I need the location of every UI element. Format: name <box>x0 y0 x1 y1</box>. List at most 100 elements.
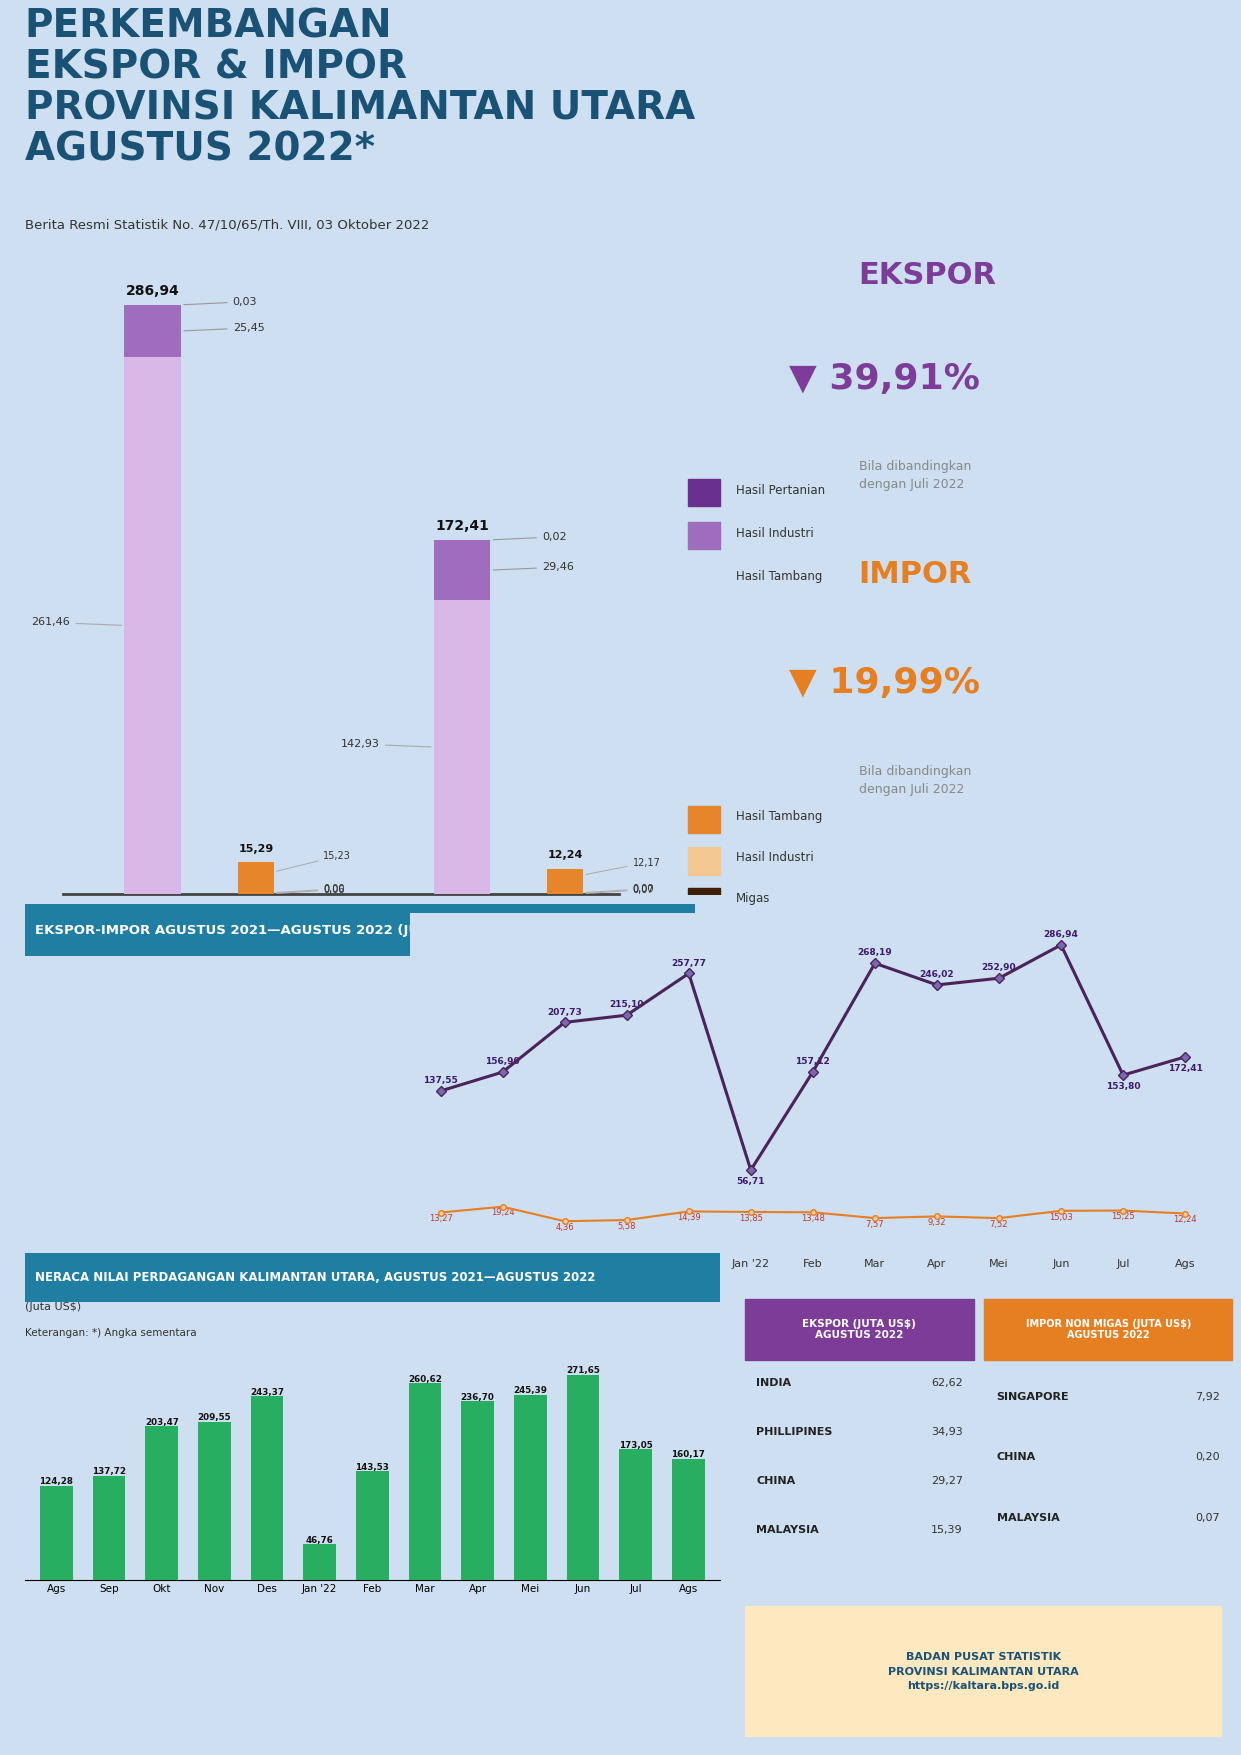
Text: 0,07: 0,07 <box>586 885 654 895</box>
Text: 207,73: 207,73 <box>547 1007 582 1016</box>
Text: Hasil Pertanian: Hasil Pertanian <box>736 484 825 497</box>
Text: NERACA NILAI PERDAGANGAN KALIMANTAN UTARA, AGUSTUS 2021—AGUSTUS 2022: NERACA NILAI PERDAGANGAN KALIMANTAN UTAR… <box>35 1271 596 1285</box>
Text: BADAN PUSAT STATISTIK
PROVINSI KALIMANTAN UTARA
https://kaltara.bps.go.id: BADAN PUSAT STATISTIK PROVINSI KALIMANTA… <box>889 1651 1078 1692</box>
Text: 124,28: 124,28 <box>40 1478 73 1486</box>
Text: 157,12: 157,12 <box>795 1057 830 1065</box>
Text: 14,39: 14,39 <box>676 1213 701 1221</box>
Text: 286,94: 286,94 <box>1044 930 1078 939</box>
Text: 215,10: 215,10 <box>609 1000 644 1009</box>
Text: 56,71: 56,71 <box>737 1178 764 1186</box>
Text: ▼ 39,91%: ▼ 39,91% <box>789 362 980 397</box>
Text: 137,55: 137,55 <box>423 1076 458 1085</box>
Text: Bila dibandingkan
dengan Juli 2022: Bila dibandingkan dengan Juli 2022 <box>859 460 970 491</box>
Bar <box>671 1458 705 1580</box>
Text: 7,92: 7,92 <box>1195 1392 1220 1402</box>
Text: PHILLIPINES: PHILLIPINES <box>756 1427 833 1437</box>
Text: 15,29: 15,29 <box>238 844 273 855</box>
Text: 12,17: 12,17 <box>586 858 660 874</box>
Text: 7,52: 7,52 <box>990 1220 1008 1228</box>
Text: Hasil Industri: Hasil Industri <box>736 851 814 863</box>
Text: 172,41: 172,41 <box>436 519 489 532</box>
Text: SINGAPORE: SINGAPORE <box>997 1392 1070 1402</box>
Text: 153,80: 153,80 <box>1106 1081 1140 1092</box>
Text: 203,47: 203,47 <box>145 1418 179 1427</box>
Text: 261,46: 261,46 <box>31 618 122 628</box>
Text: 15,39: 15,39 <box>931 1525 963 1536</box>
Text: Keterangan: *) Angka sementara: Keterangan: *) Angka sementara <box>25 1329 196 1337</box>
Text: 260,62: 260,62 <box>408 1374 442 1383</box>
Text: 19,24: 19,24 <box>490 1209 515 1218</box>
Text: Hasil Tambang: Hasil Tambang <box>736 570 823 583</box>
Text: 34,93: 34,93 <box>931 1427 963 1437</box>
Text: 0,00: 0,00 <box>277 885 345 893</box>
Text: 252,90: 252,90 <box>982 963 1016 972</box>
Bar <box>356 1471 388 1580</box>
Text: MALAYSIA: MALAYSIA <box>997 1513 1060 1523</box>
Bar <box>124 305 181 356</box>
Text: CHINA: CHINA <box>997 1453 1036 1462</box>
Text: 7,57: 7,57 <box>865 1220 885 1228</box>
Text: 12,24: 12,24 <box>1173 1214 1198 1225</box>
Bar <box>745 1299 974 1360</box>
Text: INDIA: INDIA <box>756 1378 792 1388</box>
Text: Hasil Tambang: Hasil Tambang <box>736 809 823 823</box>
Text: 5,58: 5,58 <box>618 1221 635 1230</box>
Text: 209,55: 209,55 <box>197 1413 231 1422</box>
Text: 13,85: 13,85 <box>738 1214 763 1223</box>
Bar <box>199 1422 231 1580</box>
Text: 236,70: 236,70 <box>460 1393 494 1402</box>
Text: Juli (US$): Juli (US$) <box>164 914 244 930</box>
Text: ▼ 19,99%: ▼ 19,99% <box>789 665 980 700</box>
Text: Agustus (US$): Agustus (US$) <box>452 914 575 930</box>
Bar <box>124 356 181 893</box>
Text: 15,03: 15,03 <box>1049 1213 1073 1221</box>
Text: EKSPOR (JUTA US$)
AGUSTUS 2022: EKSPOR (JUTA US$) AGUSTUS 2022 <box>803 1318 916 1341</box>
Text: (Juta US$): (Juta US$) <box>25 1302 81 1311</box>
Text: 12,24: 12,24 <box>547 851 583 860</box>
Text: CHINA: CHINA <box>756 1476 795 1486</box>
Bar <box>145 1427 177 1580</box>
Bar <box>433 600 490 893</box>
Text: 0,02: 0,02 <box>493 532 567 542</box>
Bar <box>303 1544 336 1580</box>
Text: Migas: Migas <box>736 892 771 906</box>
Bar <box>619 1450 652 1580</box>
Text: 25,45: 25,45 <box>184 323 264 333</box>
Bar <box>547 869 583 893</box>
Text: 29,27: 29,27 <box>931 1476 963 1486</box>
Text: 0,06: 0,06 <box>277 885 345 895</box>
Bar <box>93 1476 125 1580</box>
Text: PERKEMBANGAN
EKSPOR & IMPOR
PROVINSI KALIMANTAN UTARA
AGUSTUS 2022*: PERKEMBANGAN EKSPOR & IMPOR PROVINSI KAL… <box>25 7 695 168</box>
Text: 268,19: 268,19 <box>858 948 892 958</box>
FancyBboxPatch shape <box>0 1251 755 1304</box>
Text: 173,05: 173,05 <box>619 1441 653 1450</box>
Bar <box>688 479 720 505</box>
Text: IMPOR: IMPOR <box>859 560 972 588</box>
Text: 0,07: 0,07 <box>1195 1513 1220 1523</box>
Text: Bila dibandingkan
dengan Juli 2022: Bila dibandingkan dengan Juli 2022 <box>859 765 970 797</box>
Text: MALAYSIA: MALAYSIA <box>756 1525 819 1536</box>
Text: EKSPOR-IMPOR AGUSTUS 2021—AGUSTUS 2022 (JUTA US$): EKSPOR-IMPOR AGUSTUS 2021—AGUSTUS 2022 (… <box>35 923 478 937</box>
Text: 0,20: 0,20 <box>1195 1453 1220 1462</box>
Bar <box>688 806 720 834</box>
Text: 137,72: 137,72 <box>92 1467 127 1476</box>
Text: 243,37: 243,37 <box>249 1388 284 1397</box>
Bar <box>688 888 720 916</box>
Bar <box>408 1383 442 1580</box>
Text: 46,76: 46,76 <box>305 1536 334 1544</box>
Text: 13,27: 13,27 <box>428 1214 453 1223</box>
Bar <box>688 565 720 593</box>
Bar <box>688 521 720 549</box>
Text: 4,36: 4,36 <box>555 1223 575 1232</box>
Text: 143,53: 143,53 <box>355 1464 390 1472</box>
Text: 172,41: 172,41 <box>1168 1064 1203 1072</box>
Text: 160,17: 160,17 <box>671 1450 705 1460</box>
Text: EKSPOR: EKSPOR <box>859 261 997 290</box>
Text: Hasil Industri: Hasil Industri <box>736 528 814 541</box>
Text: 15,25: 15,25 <box>1111 1213 1136 1221</box>
Bar <box>40 1486 73 1580</box>
Text: 246,02: 246,02 <box>920 971 954 979</box>
Text: 245,39: 245,39 <box>514 1386 547 1395</box>
Bar <box>688 848 720 874</box>
Bar <box>462 1400 494 1580</box>
